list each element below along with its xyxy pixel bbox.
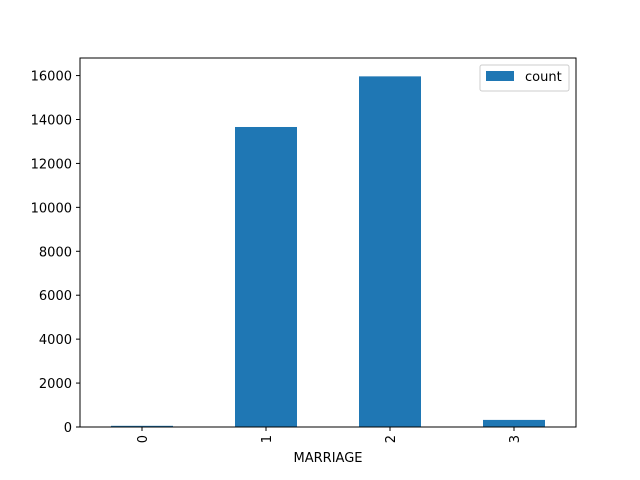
x-tick-label: 0	[136, 435, 151, 443]
bars	[111, 76, 545, 428]
x-axis-ticks: 0 1 2 3	[136, 427, 523, 443]
bar-1	[235, 126, 297, 428]
y-tick-label: 12000	[31, 157, 72, 172]
y-tick-label: 10000	[31, 201, 72, 216]
y-axis-ticks: 0 2000 4000 6000 8000 10000 12000 14000 16000	[31, 70, 80, 436]
y-tick-label: 16000	[31, 70, 72, 85]
legend-swatch-count	[486, 71, 514, 81]
y-tick-label: 2000	[39, 377, 72, 392]
y-tick-label: 6000	[39, 289, 72, 304]
x-axis-label: MARRIAGE	[294, 451, 363, 466]
bar-3	[483, 419, 545, 427]
y-tick-label: 0	[64, 421, 72, 436]
plot-frame	[79, 57, 577, 428]
y-tick-label: 14000	[31, 114, 72, 129]
bar-0	[111, 425, 173, 427]
x-tick-label: 2	[384, 435, 399, 443]
legend: count	[479, 64, 570, 92]
plot-background	[80, 58, 576, 427]
y-tick-label: 8000	[39, 245, 72, 260]
x-tick-label: 3	[508, 435, 523, 443]
x-tick-label: 1	[260, 435, 275, 443]
legend-label-count: count	[525, 70, 562, 85]
y-tick-label: 4000	[39, 333, 72, 348]
bar-2	[359, 76, 421, 427]
